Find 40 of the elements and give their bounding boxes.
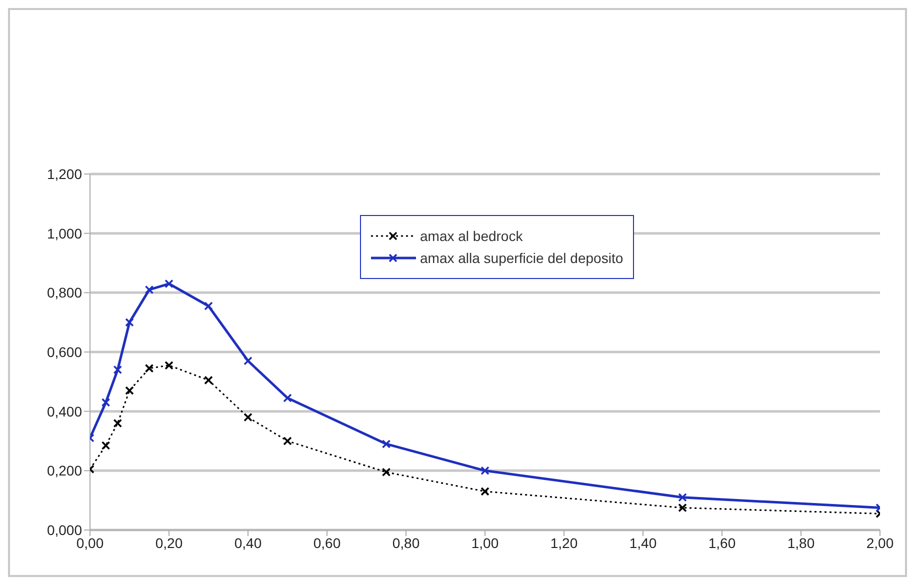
point — [283, 394, 292, 402]
y-tick-label: 0,200 — [46, 462, 82, 479]
point — [244, 356, 252, 366]
point — [144, 364, 154, 373]
point — [480, 466, 490, 476]
point — [204, 376, 213, 385]
x-tick-label: 1,80 — [787, 534, 815, 551]
point — [125, 318, 134, 327]
point — [164, 279, 174, 288]
legend-label: amax alla superficie del deposito — [420, 250, 624, 266]
x-tick-label: 1,40 — [629, 534, 657, 551]
point — [480, 487, 490, 496]
y-tick-label: 0,400 — [46, 403, 82, 420]
x-tick-label: 0,20 — [155, 534, 183, 551]
point — [113, 365, 122, 374]
legend-label: amax al bedrock — [420, 228, 523, 244]
point — [204, 302, 213, 310]
x-tick-label: 1,00 — [471, 534, 499, 551]
point — [244, 412, 252, 422]
point — [113, 418, 122, 428]
x-tick-label: 2,00 — [866, 534, 894, 551]
y-tick-label: 0,800 — [46, 284, 82, 301]
x-tick-label: 0,60 — [313, 534, 341, 551]
x-tick-label: 0,40 — [234, 534, 262, 551]
x-tick-label: 0,80 — [392, 534, 420, 551]
y-tick-label: 0,600 — [46, 344, 82, 360]
point — [283, 436, 292, 446]
point — [382, 440, 391, 448]
point — [101, 441, 110, 450]
point — [144, 285, 154, 294]
point — [125, 386, 134, 395]
point — [101, 398, 110, 407]
point — [678, 492, 687, 502]
y-tick-label: 1,000 — [46, 225, 82, 242]
point — [678, 503, 687, 512]
x-tick-label: 1,60 — [708, 534, 736, 551]
y-tick-label: 1,200 — [46, 166, 82, 182]
x-tick-label: 1,20 — [550, 534, 578, 551]
point — [164, 360, 174, 370]
point — [382, 468, 391, 477]
